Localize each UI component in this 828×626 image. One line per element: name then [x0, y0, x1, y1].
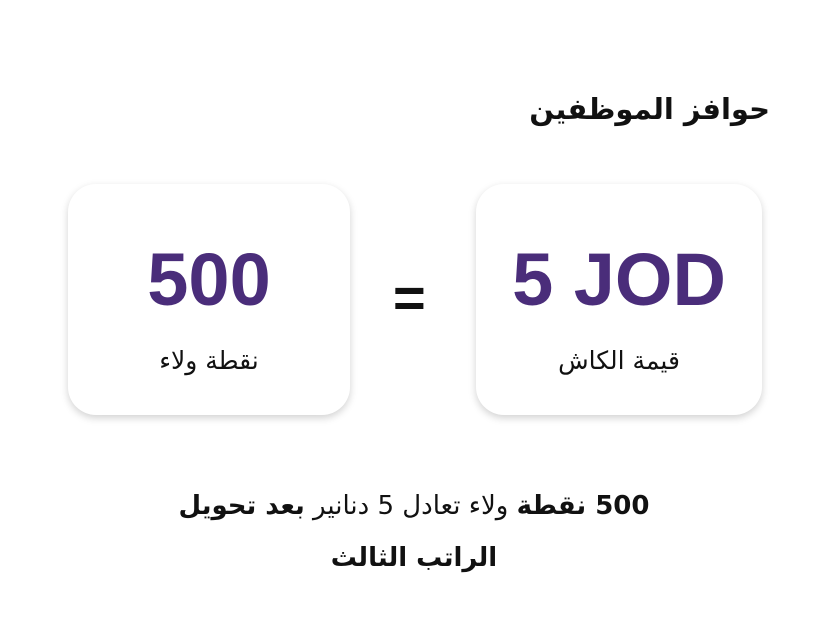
cash-label: قيمة الكاش [558, 346, 680, 375]
cash-value: 5 JOD [512, 238, 726, 321]
description-middle: ولاء تعادل 5 دنانير [304, 491, 517, 521]
description-line-1: 500 نقطة ولاء تعادل 5 دنانير بعد تحويل [100, 480, 728, 532]
equals-sign: = [393, 266, 426, 329]
page-title: حوافز الموظفين [529, 92, 770, 126]
cash-card: 5 JOD قيمة الكاش [476, 184, 762, 415]
description-bold-end: بعد تحويل [178, 491, 305, 521]
description: 500 نقطة ولاء تعادل 5 دنانير بعد تحويل ا… [100, 480, 728, 584]
points-label: نقطة ولاء [159, 346, 259, 375]
points-card: 500 نقطة ولاء [68, 184, 350, 415]
description-line-2: الراتب الثالث [100, 532, 728, 584]
description-line2: الراتب الثالث [330, 543, 498, 573]
description-bold-start: 500 نقطة [516, 491, 650, 521]
points-value: 500 [147, 238, 271, 321]
